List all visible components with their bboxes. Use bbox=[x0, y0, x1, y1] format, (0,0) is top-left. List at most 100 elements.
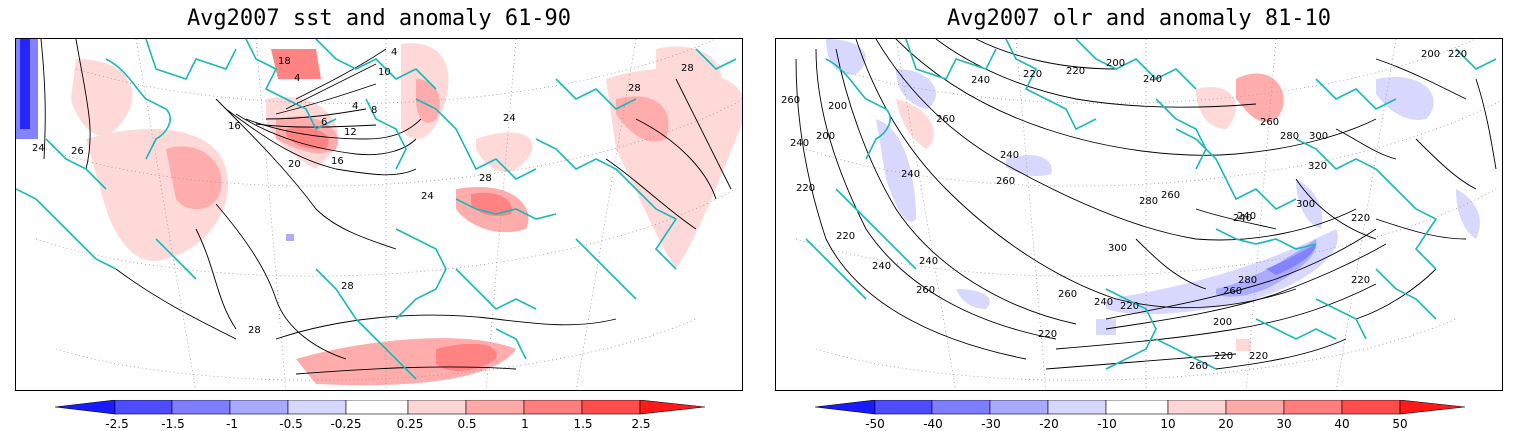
left-contour-label: 28 bbox=[681, 63, 694, 74]
right-colorbar-label: 20 bbox=[1218, 417, 1234, 431]
right-contour-label: 240 bbox=[790, 138, 809, 149]
left-projection-edge bbox=[16, 39, 742, 363]
right-contour-label: 240 bbox=[1000, 150, 1019, 161]
left-colorbar-label: -0.25 bbox=[330, 417, 362, 431]
right-colorbar-label: -50 bbox=[865, 417, 885, 431]
left-panel-title: Avg2007 sst and anomaly 61-90 bbox=[186, 6, 572, 31]
right-colorbar-label: -30 bbox=[981, 417, 1001, 431]
right-contour-label: 220 bbox=[1351, 213, 1370, 224]
right-contour-label: 260 bbox=[916, 285, 935, 296]
right-contour-label: 300 bbox=[1309, 131, 1328, 142]
left-colorbar bbox=[55, 400, 705, 430]
left-contour-label: 20 bbox=[288, 159, 301, 170]
left-colorbar-label: 0.5 bbox=[457, 417, 477, 431]
left-contour-label: 6 bbox=[321, 117, 327, 128]
left-contour-label: 24 bbox=[421, 191, 434, 202]
right-contour-label: 240 bbox=[1094, 297, 1113, 308]
right-contour-label: 260 bbox=[936, 114, 955, 125]
left-colorbar-label: -1.5 bbox=[161, 417, 185, 431]
left-contours bbox=[40, 39, 732, 375]
right-colorbar-label: 10 bbox=[1160, 417, 1176, 431]
right-contour-label: 220 bbox=[796, 183, 815, 194]
left-map-svg: 24 26 28 20 16 12 8 6 4 10 18 16 24 28 2… bbox=[16, 39, 742, 390]
right-anomaly-shading bbox=[826, 39, 1480, 351]
left-contour-label: 8 bbox=[371, 105, 377, 116]
left-contour-label: 28 bbox=[248, 325, 261, 336]
right-contour-label: 260 bbox=[1161, 190, 1180, 201]
right-contour-label: 220 bbox=[1448, 49, 1467, 60]
right-contour-label: 260 bbox=[1223, 286, 1242, 297]
left-contour-label: 16 bbox=[228, 121, 241, 132]
right-contours bbox=[795, 39, 1497, 370]
right-contour-label: 220 bbox=[1351, 275, 1370, 286]
right-colorbar-label: 30 bbox=[1276, 417, 1292, 431]
right-contour-label: 300 bbox=[1108, 243, 1127, 254]
left-colorbar-label: -0.5 bbox=[279, 417, 303, 431]
right-panel-title: Avg2007 olr and anomaly 81-10 bbox=[946, 6, 1332, 31]
right-contour-label: 220 bbox=[1066, 66, 1085, 77]
right-contour-label: 200 bbox=[828, 101, 847, 112]
right-contour-label: 280 bbox=[1280, 131, 1299, 142]
right-contour-label: 240 bbox=[901, 169, 920, 180]
left-contour-label: 16 bbox=[331, 156, 344, 167]
right-contour-label: 220 bbox=[836, 231, 855, 242]
right-map-svg: 260 200 240 220 240 220 200 220 260 240 … bbox=[781, 39, 1502, 390]
right-contour-label: 200 bbox=[1106, 58, 1125, 69]
right-contour-label: 220 bbox=[1023, 69, 1042, 80]
left-colorbar-label: 1 bbox=[521, 417, 529, 431]
left-colorbar-label: -2.5 bbox=[105, 417, 129, 431]
left-contour-label: 12 bbox=[344, 127, 357, 138]
left-contour-label: 4 bbox=[294, 73, 300, 84]
right-contour-label: 260 bbox=[996, 176, 1015, 187]
right-colorbar-label: 40 bbox=[1334, 417, 1350, 431]
right-map: 260 200 240 220 240 220 200 220 260 240 … bbox=[775, 38, 1503, 391]
right-coastlines bbox=[805, 39, 1497, 370]
left-contour-label: 24 bbox=[32, 143, 45, 154]
left-colorbar-label: 1.5 bbox=[573, 417, 593, 431]
left-colorbar-label: 0.25 bbox=[396, 417, 424, 431]
right-contour-label: 240 bbox=[971, 75, 990, 86]
left-colorbar-label: 2.5 bbox=[631, 417, 651, 431]
left-contour-label: 28 bbox=[341, 281, 354, 292]
left-contour-labels: 24 26 28 20 16 12 8 6 4 10 18 16 24 28 2… bbox=[32, 47, 694, 336]
right-contour-label: 320 bbox=[1308, 161, 1327, 172]
left-contour-label: 4 bbox=[391, 47, 397, 58]
left-anomaly-shading bbox=[16, 39, 742, 386]
right-colorbar-label: -20 bbox=[1039, 417, 1059, 431]
right-contour-label: 240 bbox=[919, 256, 938, 267]
right-contour-label: 220 bbox=[1038, 329, 1057, 340]
left-contour-label: 26 bbox=[71, 146, 84, 157]
right-contour-label: 220 bbox=[1214, 351, 1233, 362]
right-contour-label: 200 bbox=[1421, 49, 1440, 60]
left-colorbar-svg bbox=[55, 400, 705, 415]
right-contour-label: 300 bbox=[1296, 199, 1315, 210]
left-contour-label: 28 bbox=[628, 83, 641, 94]
left-contour-label: 18 bbox=[278, 56, 291, 67]
right-contour-label: 280 bbox=[1139, 196, 1158, 207]
right-colorbar bbox=[815, 400, 1465, 430]
right-colorbar-label: -40 bbox=[923, 417, 943, 431]
right-contour-label: 240 bbox=[1237, 211, 1256, 222]
right-contour-label: 200 bbox=[816, 131, 835, 142]
left-contour-label: 10 bbox=[378, 67, 391, 78]
right-colorbar-svg bbox=[815, 400, 1465, 415]
right-contour-label: 260 bbox=[781, 95, 800, 106]
left-coastlines bbox=[16, 39, 737, 380]
left-contour-label: 4 bbox=[352, 101, 358, 112]
left-map: 24 26 28 20 16 12 8 6 4 10 18 16 24 28 2… bbox=[15, 38, 743, 391]
right-colorbar-label: -10 bbox=[1097, 417, 1117, 431]
right-contour-label: 260 bbox=[1058, 289, 1077, 300]
left-contour-label: 28 bbox=[479, 173, 492, 184]
right-contour-labels: 260 200 240 220 240 220 200 220 260 240 … bbox=[781, 49, 1467, 372]
left-colorbar-label: -1 bbox=[226, 417, 238, 431]
left-contour-label: 24 bbox=[503, 113, 516, 124]
right-graticule bbox=[795, 39, 1502, 390]
left-graticule bbox=[35, 39, 742, 390]
right-contour-label: 240 bbox=[1143, 74, 1162, 85]
right-contour-label: 240 bbox=[1233, 213, 1252, 224]
right-contour-label: 240 bbox=[872, 261, 891, 272]
right-contour-label: 280 bbox=[1238, 275, 1257, 286]
right-contour-label: 200 bbox=[1213, 317, 1232, 328]
right-contour-label: 260 bbox=[1260, 117, 1279, 128]
right-contour-label: 260 bbox=[1189, 361, 1208, 372]
